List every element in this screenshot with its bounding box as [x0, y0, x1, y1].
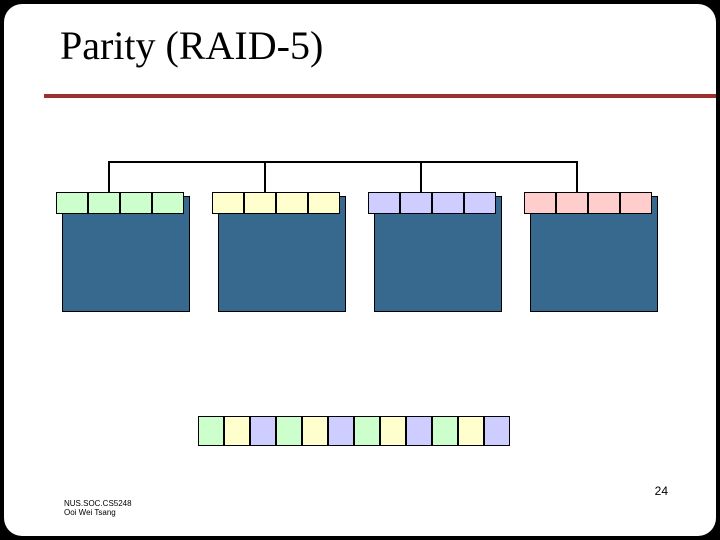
disk-block	[620, 192, 652, 214]
slide: Parity (RAID-5) 24 NUS.SOC.CS5248 Ooi We…	[4, 4, 716, 536]
strip-block	[432, 416, 458, 446]
disk-block	[244, 192, 276, 214]
strip-block	[276, 416, 302, 446]
slide-title: Parity (RAID-5)	[60, 22, 323, 69]
bus-drop	[108, 161, 110, 194]
disk-block	[276, 192, 308, 214]
strip-block	[302, 416, 328, 446]
disk-block	[524, 192, 556, 214]
disk-block	[588, 192, 620, 214]
disk-block	[368, 192, 400, 214]
page-number: 24	[655, 484, 668, 498]
strip-block	[250, 416, 276, 446]
bus-drop	[264, 161, 266, 194]
footer-line-2: Ooi Wei Tsang	[64, 509, 132, 518]
strip-block	[328, 416, 354, 446]
bus-drop	[420, 161, 422, 194]
disk-block	[432, 192, 464, 214]
bus-line	[108, 161, 578, 163]
disk-block	[556, 192, 588, 214]
title-rule	[44, 94, 716, 98]
footer-text: NUS.SOC.CS5248 Ooi Wei Tsang	[64, 500, 132, 518]
strip-block	[406, 416, 432, 446]
disk-block	[212, 192, 244, 214]
disk-block	[464, 192, 496, 214]
strip-block	[484, 416, 510, 446]
strip-block	[224, 416, 250, 446]
strip-block	[198, 416, 224, 446]
strip-block	[458, 416, 484, 446]
strip-block	[354, 416, 380, 446]
disk-block	[120, 192, 152, 214]
disk-block	[308, 192, 340, 214]
disk-block	[88, 192, 120, 214]
bus-drop	[576, 161, 578, 194]
strip-block	[380, 416, 406, 446]
disk-block	[400, 192, 432, 214]
disk-block	[152, 192, 184, 214]
disk-block	[56, 192, 88, 214]
